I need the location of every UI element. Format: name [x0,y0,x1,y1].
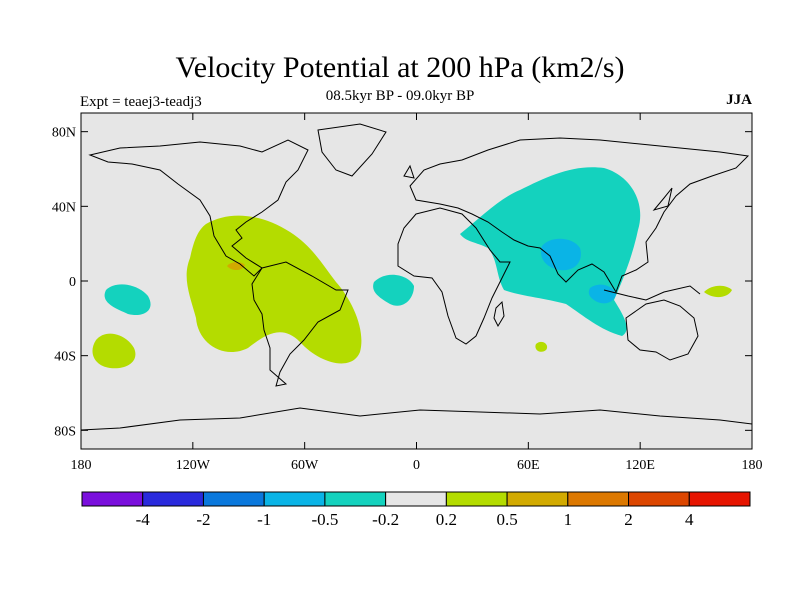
lat-tick-label: 80S [54,424,76,439]
lat-tick-label: 80N [52,126,76,141]
colorbar: -4 -2 -1 -0.5 -0.2 0.2 0.5 1 2 4 [81,491,751,529]
colorbar-swatch [324,491,387,507]
colorbar-label: 2 [624,510,633,529]
contour-fill-layer [81,123,752,431]
colorbar-swatch [688,491,751,507]
coastline-britain [403,164,415,179]
positive-anomaly-southpacific [92,333,136,369]
lon-tick-label: 60W [291,458,319,473]
negative-anomaly-atlantic [373,274,414,306]
coastline-south-america [251,261,349,387]
chart-subtitle: 08.5kyr BP - 09.0kyr BP [325,88,475,104]
colorbar-label: -0.5 [311,510,338,529]
coastline-north-america [88,139,309,277]
colorbar-swatch [202,491,265,507]
lat-tick-label: 40S [54,350,76,365]
chart-title: Velocity Potential at 200 hPa (km2/s) [175,51,625,84]
colorbar-swatch [506,491,569,507]
coastline-antarctica [81,407,752,431]
positive-anomaly-americas [186,215,362,364]
colorbar-label: -2 [196,510,210,529]
coastline-australia [625,299,699,361]
colorbar-swatch [567,491,630,507]
coastlines [81,123,752,431]
colorbar-label: 0.2 [436,510,457,529]
colorbar-swatch [385,491,447,507]
colorbar-label: 4 [685,510,694,529]
positive-anomaly-westpacific [704,285,732,298]
colorbar-label: -4 [136,510,151,529]
lon-tick-label: 180 [742,458,763,473]
colorbar-label: -0.2 [372,510,399,529]
negative-anomaly-pacific [104,284,151,316]
colorbar-label: -1 [257,510,271,529]
lon-tick-label: 120E [625,458,655,473]
colorbar-swatch [445,491,508,507]
coastline-eurasia [409,137,750,294]
colorbar-swatch [263,491,326,507]
coastline-africa [397,207,511,345]
map-background [81,113,752,449]
colorbar-swatch [628,491,690,507]
colorbar-label: 0.5 [496,510,517,529]
lon-tick-label: 0 [413,458,420,473]
axis-ticks: 80N 40N 0 40S 80S 180 120W 60W 0 60E 120E 180 [52,113,763,473]
experiment-label: Expt = teaej3-teadj3 [80,94,202,110]
positive-anomaly-indian [535,341,548,352]
coastline-indonesia [603,285,701,301]
lat-tick-label: 40N [52,200,76,215]
negative-anomaly-india-core [540,238,581,271]
lon-tick-label: 60E [517,458,540,473]
coastline-greenland [317,123,387,177]
season-label: JJA [726,92,752,108]
colorbar-label: 1 [564,510,573,529]
lon-tick-label: 120W [176,458,211,473]
negative-anomaly-sea-core [588,284,616,304]
lat-tick-label: 0 [69,275,76,290]
colorbar-swatch [142,491,204,507]
colorbar-swatch [81,491,144,507]
coastline-madagascar [493,300,505,328]
lon-tick-label: 180 [71,458,92,473]
coastline-japan [652,187,673,211]
